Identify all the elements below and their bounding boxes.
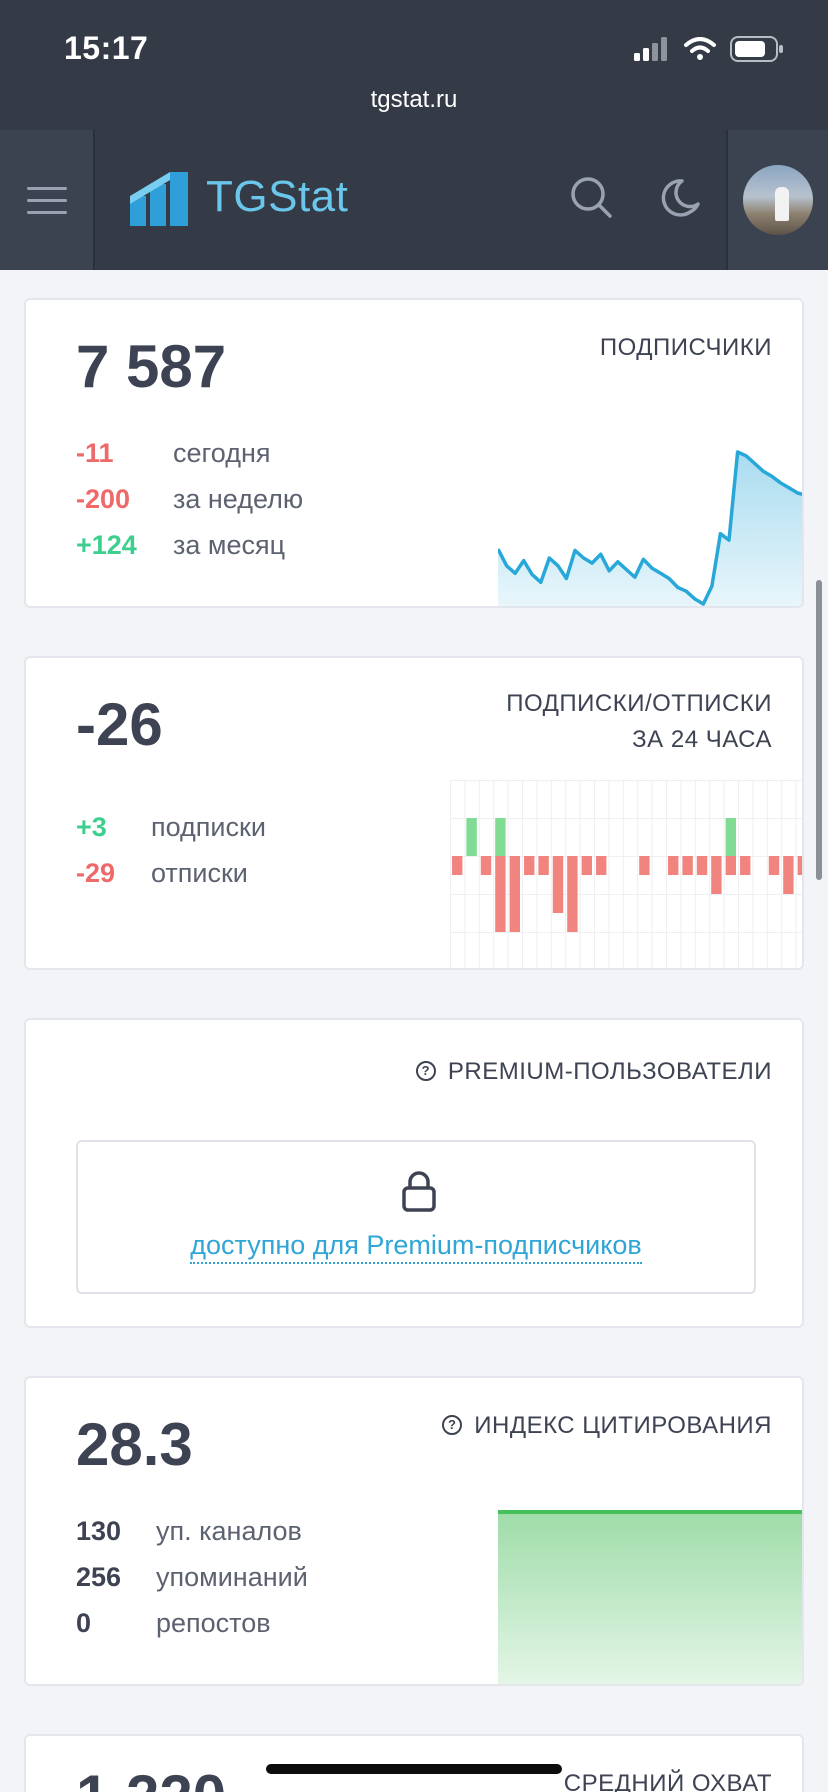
subscribers-count: 7 587 (76, 333, 227, 400)
subscribers-sparkline (498, 450, 802, 606)
label-line-2: ЗА 24 ЧАСА (632, 726, 772, 753)
help-circle-icon[interactable]: ? (415, 1060, 436, 1081)
unsubscribed-bar (711, 856, 722, 894)
avatar (743, 165, 813, 235)
unsubscribed-bar (452, 856, 463, 875)
subscribers-label: ПОДПИСЧИКИ (599, 334, 772, 361)
hamburger-line (26, 198, 67, 202)
subscribers-line (498, 450, 802, 606)
citation-index-value: 28.3 (76, 1411, 193, 1478)
subscribers-week-row: -200 за неделю (76, 484, 303, 515)
premium-label-text: PREMIUM-ПОЛЬЗОВАТЕЛИ (447, 1058, 772, 1085)
unsubscribed-bar (783, 856, 794, 894)
profile-button[interactable] (726, 130, 828, 270)
subs-unsubs-card: -26 ПОДПИСКИ/ОТПИСКИ ЗА 24 ЧАСА +3 подпи… (24, 656, 804, 970)
brand-logo-link[interactable]: TGStat (128, 166, 348, 228)
unsubscribed-bar (581, 856, 592, 875)
stat-value: -29 (76, 858, 116, 888)
stat-value: +124 (76, 530, 137, 560)
citation-channels-row: 130 уп. каналов (76, 1516, 302, 1547)
signal-icon (634, 37, 667, 61)
unsubscribed-bar (552, 856, 564, 913)
stat-text: сегодня (173, 438, 271, 468)
subscribers-today-row: -11 сегодня (76, 438, 270, 469)
unsubscribed-bar (495, 856, 506, 932)
stat-text: репостов (156, 1608, 271, 1638)
subscribed-bar (495, 818, 506, 856)
stat-value: -200 (76, 484, 131, 514)
label-line-1: ПОДПИСКИ/ОТПИСКИ (506, 690, 772, 717)
moon-icon[interactable] (660, 176, 704, 220)
stat-value: +3 (76, 812, 107, 842)
subs-unsubs-label: ПОДПИСКИ/ОТПИСКИ ЗА 24 ЧАСА (506, 686, 772, 758)
unsubscribed-bar (696, 856, 708, 875)
brand-name: TGStat (206, 172, 349, 221)
unsubscribed-bar (725, 856, 736, 875)
site-navbar: TGStat (0, 130, 828, 270)
stat-value: 130 (76, 1516, 122, 1546)
citation-area-chart (498, 1510, 802, 1684)
unsubscribed-bar (524, 856, 535, 875)
unsubscribed-bar (682, 856, 693, 875)
unsubscribed-bar (567, 856, 578, 932)
hamburger-icon (26, 186, 67, 190)
unsubscribed-bar (668, 856, 679, 875)
subscribers-month-row: +124 за месяц (76, 530, 285, 561)
stat-value: -11 (76, 438, 114, 468)
battery-icon (730, 36, 783, 62)
home-indicator[interactable] (266, 1764, 562, 1774)
subscribed-bar (725, 818, 736, 856)
unsubscribed-bar (509, 856, 520, 932)
unsubscribed-bar (740, 856, 751, 875)
subscribers-area (498, 452, 802, 606)
unsubscribed-bar (639, 856, 650, 875)
help-circle-icon[interactable]: ? (442, 1414, 463, 1435)
status-time: 15:17 (64, 30, 149, 66)
status-bar: 15:17 tgstat.ru (0, 0, 828, 130)
stat-text: уп. каналов (156, 1516, 302, 1546)
unsubscribed-bar (596, 856, 607, 875)
stat-value: 256 (76, 1562, 122, 1592)
premium-users-card: ? PREMIUM-ПОЛЬЗОВАТЕЛИ доступно для Premi… (24, 1018, 804, 1328)
tgstat-logo-icon (130, 172, 188, 226)
citation-mentions-row: 256 упоминаний (76, 1562, 308, 1593)
average-reach-value: 1 220 (76, 1762, 226, 1792)
citation-label-text: ИНДЕКС ЦИТИРОВАНИЯ (474, 1412, 772, 1439)
premium-locked-box: доступно для Premium-подписчиков (76, 1140, 756, 1294)
unsubscribed-bar (797, 856, 802, 875)
stat-text: за неделю (173, 484, 304, 514)
premium-subscribe-link[interactable]: доступно для Premium-подписчиков (78, 1230, 754, 1264)
hamburger-line (26, 210, 67, 214)
average-reach-label: СРЕДНИЙ ОХВАТ (563, 1770, 772, 1792)
wifi-icon (684, 37, 716, 60)
unsubscribed-row: -29 отписки (76, 858, 248, 889)
premium-label: ? PREMIUM-ПОЛЬЗОВАТЕЛИ (415, 1054, 772, 1090)
stat-text: упоминаний (156, 1562, 308, 1592)
citation-label: ? ИНДЕКС ЦИТИРОВАНИЯ (442, 1408, 772, 1444)
citation-reposts-row: 0 репостов (76, 1608, 271, 1639)
unsubscribed-bar (480, 856, 492, 875)
stat-text: подписки (151, 812, 266, 842)
citation-area (498, 1512, 802, 1684)
subscribed-bar (466, 818, 477, 856)
stat-value: 0 (76, 1608, 92, 1638)
net-change-value: -26 (76, 691, 163, 758)
lock-icon (402, 1171, 436, 1212)
page-scrollbar[interactable] (816, 580, 822, 880)
subscribed-row: +3 подписки (76, 812, 266, 843)
premium-link-text[interactable]: доступно для Premium-подписчиков (190, 1230, 642, 1264)
stat-text: за месяц (173, 530, 286, 560)
citation-index-card: 28.3 ? ИНДЕКС ЦИТИРОВАНИЯ 130 уп. каналов… (24, 1376, 804, 1686)
subscribers-card: 7 587 ПОДПИСЧИКИ -11 сегодня -200 за нед… (24, 298, 804, 608)
status-icons (634, 36, 784, 62)
menu-button[interactable] (0, 130, 95, 270)
unsubscribed-bar (768, 856, 780, 875)
subs-unsubs-bar-chart (450, 780, 802, 968)
unsubscribed-bar (538, 856, 549, 875)
address-url[interactable]: tgstat.ru (370, 86, 458, 113)
average-reach-card: 1 220 СРЕДНИЙ ОХВАТ (24, 1734, 804, 1792)
search-icon[interactable] (570, 176, 614, 220)
stat-text: отписки (151, 858, 248, 888)
